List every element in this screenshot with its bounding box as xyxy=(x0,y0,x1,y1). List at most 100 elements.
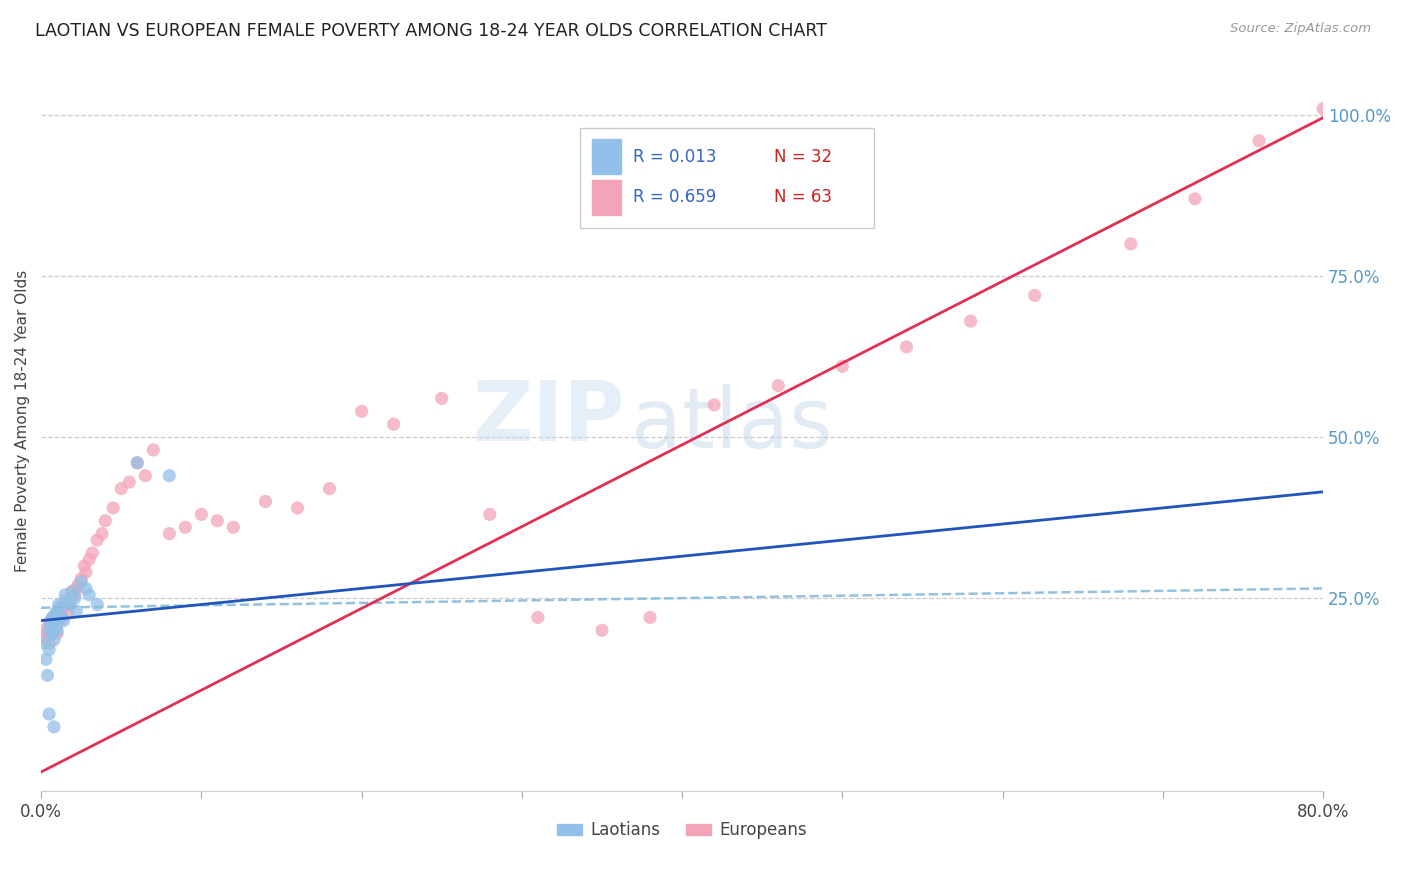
Point xyxy=(318,482,340,496)
Point xyxy=(591,624,613,638)
Y-axis label: Female Poverty Among 18-24 Year Olds: Female Poverty Among 18-24 Year Olds xyxy=(15,270,30,572)
Point xyxy=(49,600,72,615)
Text: LAOTIAN VS EUROPEAN FEMALE POVERTY AMONG 18-24 YEAR OLDS CORRELATION CHART: LAOTIAN VS EUROPEAN FEMALE POVERTY AMONG… xyxy=(35,22,827,40)
Point xyxy=(51,610,73,624)
Point xyxy=(1184,192,1206,206)
Point xyxy=(382,417,405,432)
Point xyxy=(959,314,981,328)
Point xyxy=(77,552,100,566)
Point xyxy=(37,668,59,682)
Point xyxy=(38,636,60,650)
Point xyxy=(350,404,373,418)
Text: atlas: atlas xyxy=(631,384,832,466)
Point xyxy=(35,626,58,640)
Point xyxy=(34,636,56,650)
Point xyxy=(44,616,66,631)
Point xyxy=(222,520,245,534)
Point xyxy=(118,475,141,490)
Point xyxy=(55,598,77,612)
Point xyxy=(37,632,59,647)
Point xyxy=(73,558,96,573)
Point xyxy=(34,624,56,638)
Point xyxy=(430,392,453,406)
Point xyxy=(62,584,84,599)
Point xyxy=(59,591,82,605)
Legend: Laotians, Europeans: Laotians, Europeans xyxy=(551,814,814,846)
Point xyxy=(896,340,918,354)
Point xyxy=(55,594,77,608)
Point xyxy=(41,626,63,640)
Point xyxy=(1247,134,1270,148)
Point xyxy=(103,500,125,515)
Point xyxy=(46,604,69,618)
Bar xyxy=(592,179,620,215)
Point xyxy=(82,546,104,560)
Point xyxy=(59,598,82,612)
Point xyxy=(52,600,75,615)
Point xyxy=(48,604,70,618)
Point xyxy=(70,572,93,586)
Point xyxy=(63,591,86,605)
Point xyxy=(38,706,60,721)
Text: R = 0.013: R = 0.013 xyxy=(634,147,717,166)
Point xyxy=(53,588,76,602)
Point xyxy=(287,500,309,515)
Point xyxy=(46,626,69,640)
Point xyxy=(127,456,149,470)
Point xyxy=(478,508,501,522)
Point xyxy=(46,624,69,638)
Point xyxy=(48,598,70,612)
Point xyxy=(527,610,550,624)
Point xyxy=(53,594,76,608)
Point xyxy=(41,610,63,624)
Point xyxy=(44,607,66,622)
Point xyxy=(127,456,149,470)
Bar xyxy=(592,139,620,174)
Point xyxy=(58,604,80,618)
Point xyxy=(39,616,62,631)
Point xyxy=(39,614,62,628)
Text: N = 32: N = 32 xyxy=(775,147,832,166)
Point xyxy=(1119,236,1142,251)
Point xyxy=(38,616,60,631)
Point xyxy=(51,610,73,624)
Point xyxy=(94,514,117,528)
Point xyxy=(110,482,132,496)
Point xyxy=(41,624,63,638)
FancyBboxPatch shape xyxy=(579,128,875,228)
Point xyxy=(157,526,180,541)
Text: Source: ZipAtlas.com: Source: ZipAtlas.com xyxy=(1230,22,1371,36)
Point xyxy=(134,468,156,483)
Point xyxy=(157,468,180,483)
Point xyxy=(42,632,65,647)
Text: ZIP: ZIP xyxy=(472,376,624,458)
Point xyxy=(77,588,100,602)
Point xyxy=(174,520,197,534)
Point xyxy=(38,642,60,657)
Point xyxy=(60,584,83,599)
Text: N = 63: N = 63 xyxy=(775,188,832,206)
Point xyxy=(1312,102,1334,116)
Text: R = 0.659: R = 0.659 xyxy=(634,188,717,206)
Point xyxy=(66,578,89,592)
Point xyxy=(1024,288,1046,302)
Point xyxy=(703,398,725,412)
Point xyxy=(63,588,86,602)
Point xyxy=(42,614,65,628)
Point xyxy=(49,614,72,628)
Point xyxy=(254,494,277,508)
Point xyxy=(46,607,69,622)
Point xyxy=(75,582,97,596)
Point xyxy=(42,720,65,734)
Point xyxy=(52,614,75,628)
Point xyxy=(44,620,66,634)
Point xyxy=(142,442,165,457)
Point xyxy=(190,508,212,522)
Point xyxy=(65,582,87,596)
Point xyxy=(91,526,114,541)
Point xyxy=(207,514,229,528)
Point xyxy=(35,652,58,666)
Point xyxy=(38,624,60,638)
Point xyxy=(42,610,65,624)
Point xyxy=(86,598,108,612)
